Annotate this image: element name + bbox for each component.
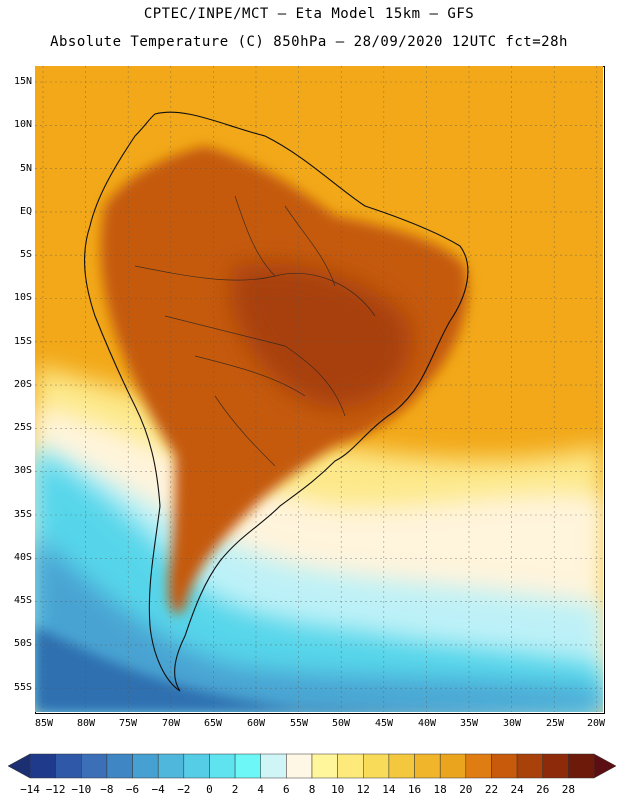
lon-label: 70W [161,718,181,729]
country-borders [134,195,376,467]
colorbar-tick-label: −2 [177,783,191,796]
lat-label: 5N [19,163,32,174]
lon-label: 60W [246,718,266,729]
colorbar-swatch [465,753,492,779]
lat-label: 45S [13,595,32,606]
colorbar-swatch [81,753,108,779]
colorbar-tick-label: 4 [257,783,265,796]
colorbar-tick-label: 26 [536,783,550,796]
lon-label: 25W [545,718,565,729]
colorbar-swatch [234,753,261,779]
colorbar-tick-label: 22 [484,783,499,796]
lat-label: 50S [13,638,32,649]
coastline [84,111,469,692]
colorbar-tick-label: −6 [125,783,140,796]
colorbar-tick-label: 0 [206,783,213,796]
colorbar-tick-label: 24 [510,783,524,796]
colorbar-swatch [337,753,364,779]
colorbar-tick-label: 18 [433,783,447,796]
colorbar-tick-label: −8 [100,783,114,796]
colorbar-swatch [363,753,390,779]
colorbar-swatch [209,753,236,779]
colorbar-swatch [491,753,518,779]
colorbar-swatch [388,753,415,779]
lat-label: 20S [13,379,32,390]
colorbar-swatch [55,753,82,779]
chart-title-line1: CPTEC/INPE/MCT – Eta Model 15km – GFS [143,6,475,22]
colorbar-swatch [516,753,543,779]
colorbar-tick-label: 6 [283,783,290,796]
lon-label: 55W [289,718,309,729]
lon-label: 45W [374,718,394,729]
colorbar-swatch [157,753,185,779]
lon-label: 85W [34,718,54,729]
lon-label: 40W [417,718,437,729]
colorbar-tick-label: 20 [459,783,473,796]
colorbar-swatch [183,753,210,779]
lon-label: 75W [118,718,138,729]
colorbar-swatch [260,753,287,779]
lat-label: 10S [13,292,32,303]
colorbar-swatch [439,753,467,779]
lat-label: 15N [13,76,32,87]
colorbar-tick-label: 8 [308,783,316,796]
colorbar-tick-label: 28 [561,783,575,796]
colorbar-swatch [414,753,441,779]
lat-label: 55S [13,682,32,693]
colorbar-swatch [542,753,569,779]
colorbar-tick-label: −10 [71,783,92,796]
lat-label: 30S [13,465,32,476]
lat-label: EQ [19,206,32,217]
lon-label: 50W [331,718,351,729]
lon-label: 20W [586,718,606,729]
lat-label: 35S [13,509,32,520]
colorbar-swatch [568,753,595,779]
colorbar-tick-label: 14 [382,783,396,796]
colorbar-swatch [106,753,133,779]
colorbar-swatch [286,753,313,779]
colorbar-tick-label: 16 [407,783,422,796]
lat-label: 15S [13,336,32,347]
colorbar-swatch [311,753,338,779]
colorbar-swatch [29,753,56,779]
colorbar-tick-label: −12 [45,783,66,796]
colorbar-tick-label: 2 [231,783,239,796]
field-blue-band [35,536,603,712]
field-continent-heat-core [231,263,412,408]
lon-label: 30W [502,718,522,729]
lat-label: 25S [13,422,32,433]
colorbar-high-arrow [593,753,616,779]
colorbar-tick-label: −4 [151,783,165,796]
lon-label: 65W [203,718,223,729]
chart-title-line2: Absolute Temperature (C) 850hPa – 28/09/… [50,34,568,50]
colorbar-tick-label: 10 [331,783,345,796]
colorbar-low-arrow [8,753,31,779]
colorbar-tick-label: 12 [356,783,370,796]
lat-label: 10N [13,119,32,130]
colorbar [8,753,616,779]
lon-label: 80W [76,718,96,729]
lat-label: 40S [13,552,32,563]
lat-label: 5S [19,249,32,260]
lon-label: 35W [459,718,479,729]
colorbar-tick-label: −14 [20,783,40,796]
field-deep-blue-band [35,626,603,712]
temperature-map [35,66,603,712]
colorbar-swatch [132,753,159,779]
